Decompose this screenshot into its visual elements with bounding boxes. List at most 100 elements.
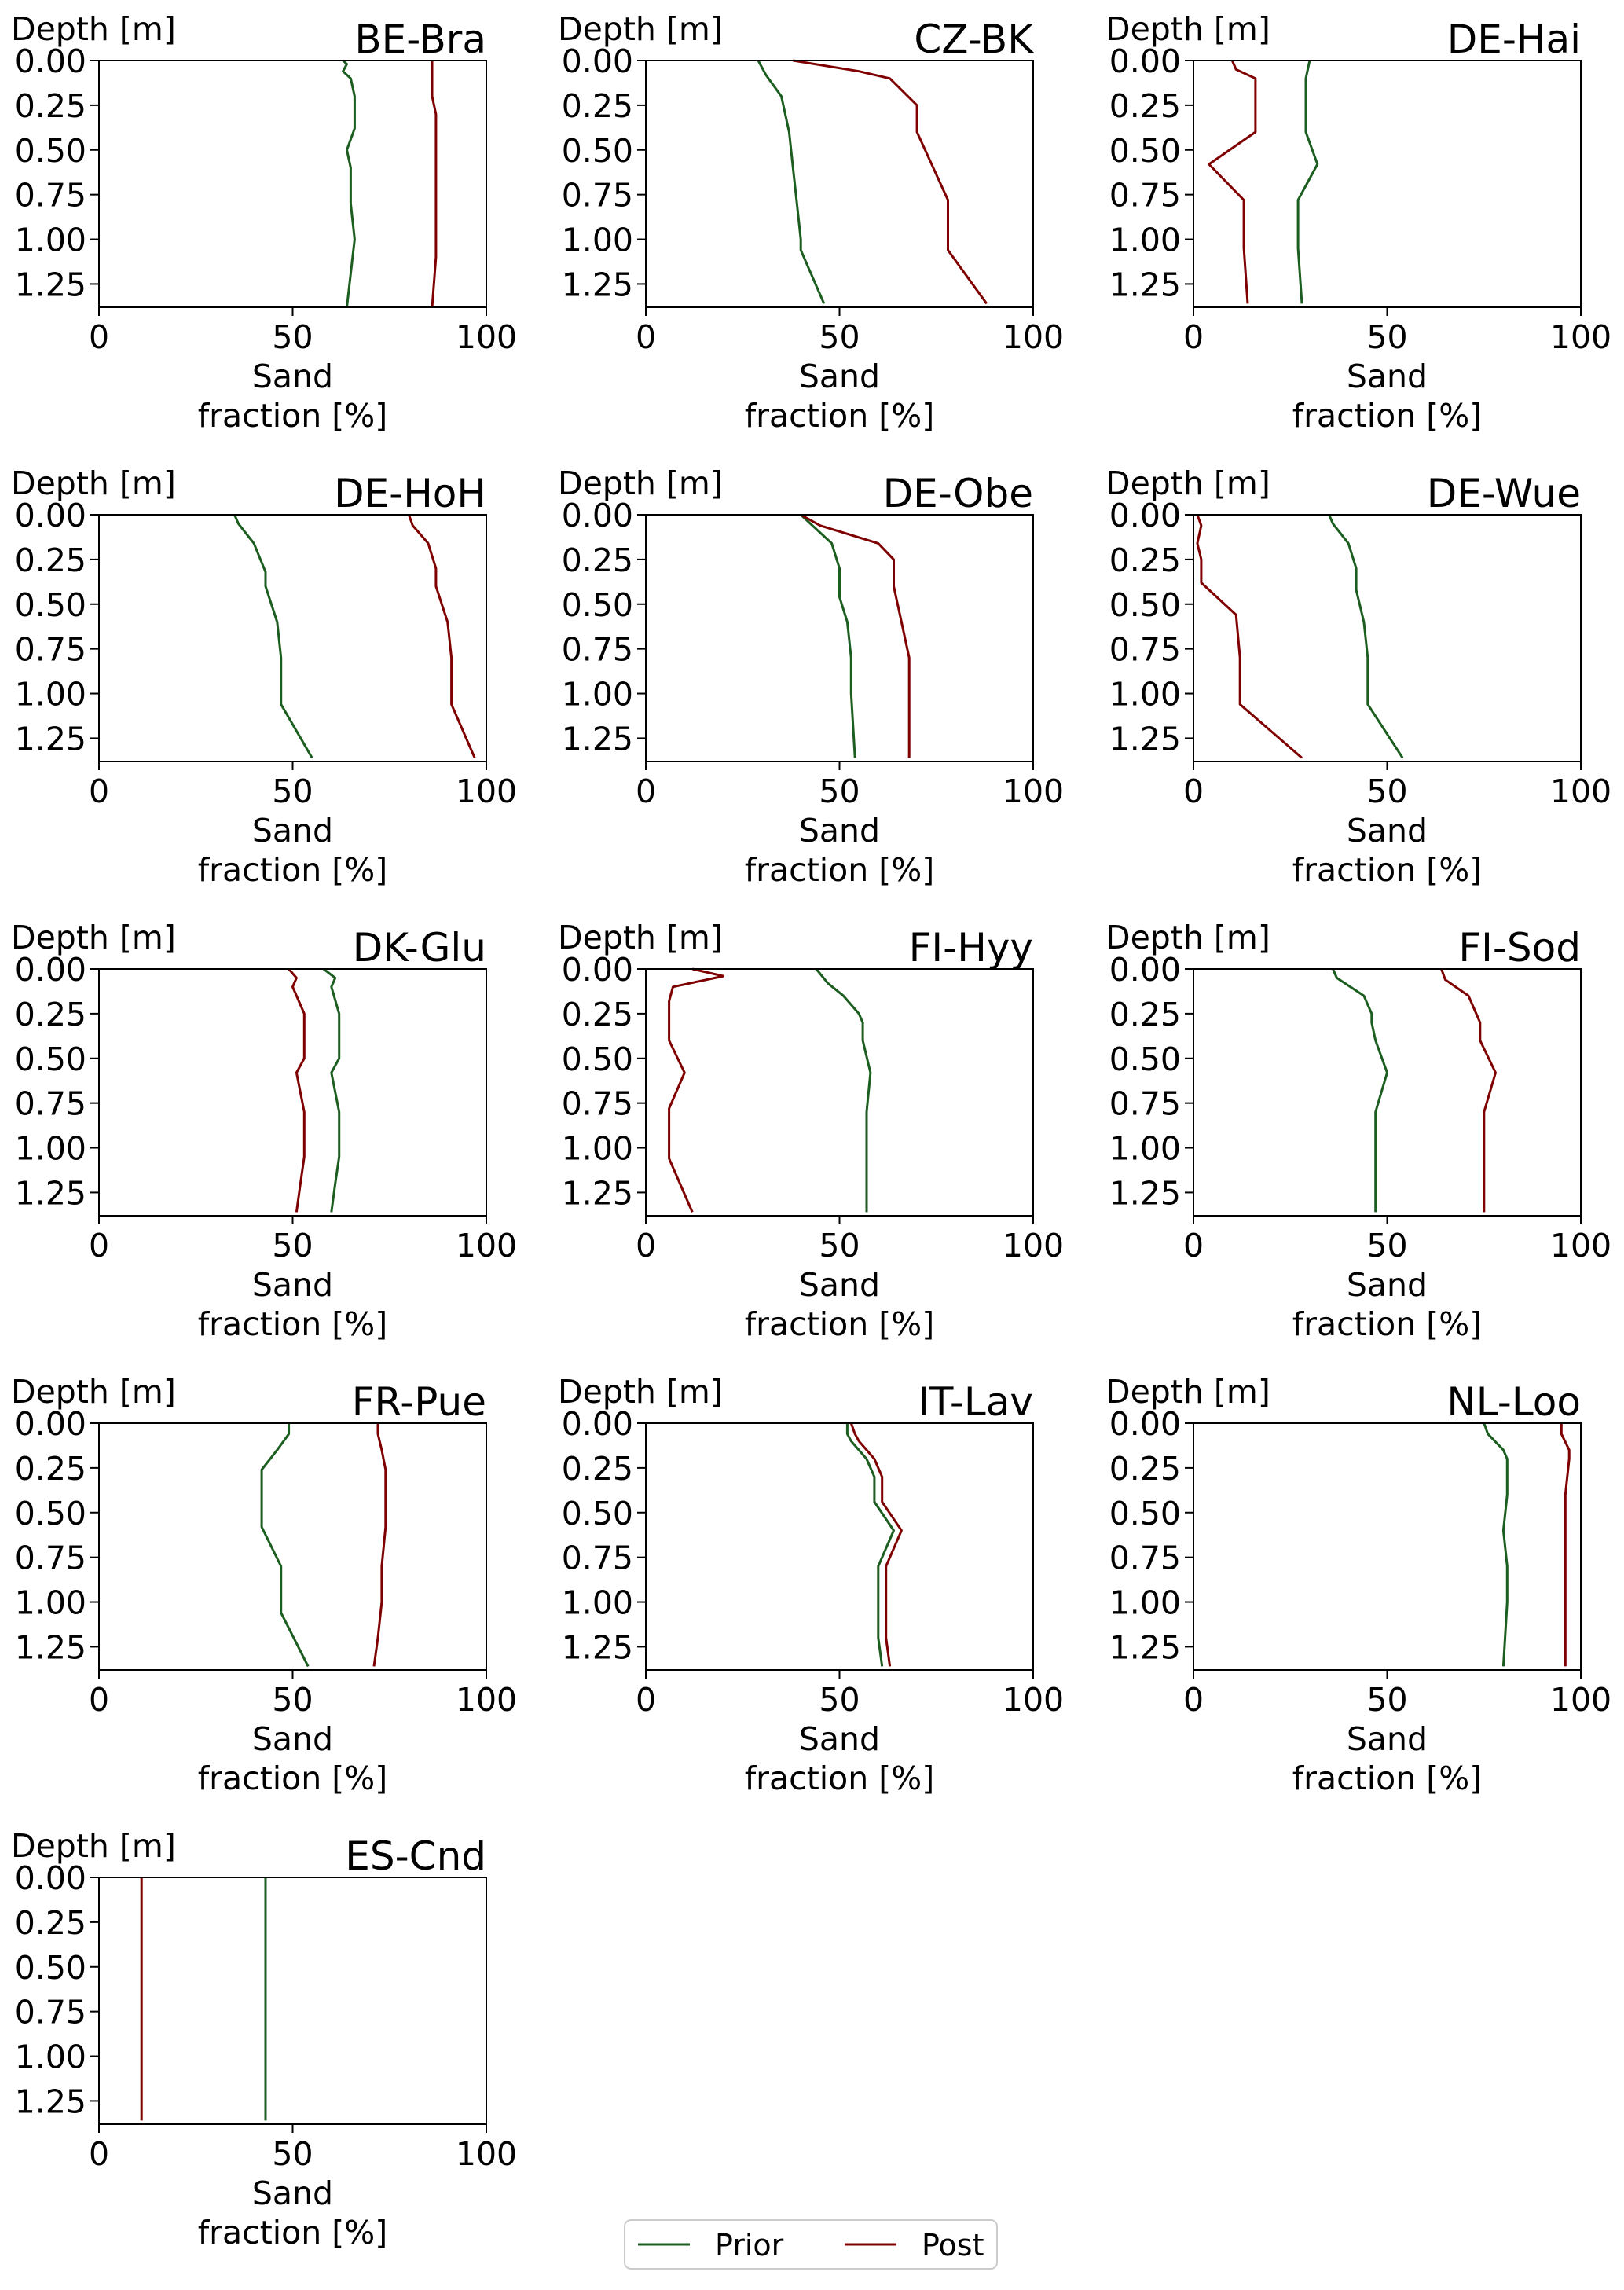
y-tick-label: 1.00 <box>1109 1584 1181 1622</box>
x-tick-label: 0 <box>1183 773 1204 810</box>
plot-frame <box>645 968 1034 1217</box>
y-axis-label: Depth [m] <box>558 919 723 956</box>
y-tick-label: 1.25 <box>1109 720 1181 758</box>
series-line-post <box>793 59 988 305</box>
series-line-post <box>800 513 911 758</box>
x-tick-label: 100 <box>1003 1227 1064 1264</box>
series-line-post <box>288 968 306 1213</box>
y-tick-label: 1.00 <box>562 1130 633 1168</box>
y-tick-label: 0.25 <box>562 996 633 1033</box>
panel-title: DE-HoH <box>334 471 486 516</box>
x-tick-label: 0 <box>636 1681 656 1719</box>
panel-de-wue: DE-Wue Depth [m]0.00 0.25 0.50 0.75 1.00 1.250… <box>1105 464 1611 889</box>
panel-de-hai: DE-Hai Depth [m]0.00 0.25 0.50 0.75 1.00 1.250… <box>1105 10 1611 435</box>
y-tick-label: 0.75 <box>562 1085 633 1123</box>
panel-title: NL-Loo <box>1446 1379 1581 1425</box>
x-tick-label: 100 <box>456 318 517 356</box>
x-axis-label: Sand fraction [%] <box>198 1266 387 1343</box>
y-axis-label: Depth [m] <box>558 1373 723 1411</box>
x-axis-label: Sand fraction [%] <box>745 812 934 889</box>
y-axis-label: Depth [m] <box>11 1827 176 1865</box>
panel-title: BE-Bra <box>354 17 486 62</box>
x-tick-label: 50 <box>819 1227 860 1264</box>
y-tick-label: 1.00 <box>562 222 633 259</box>
x-axis-label: Sand fraction [%] <box>745 358 934 435</box>
x-tick-label: 0 <box>636 773 656 810</box>
y-tick-label: 0.00 <box>562 1405 633 1443</box>
x-tick-label: 100 <box>456 773 517 810</box>
x-axis-label: Sand fraction [%] <box>198 1720 387 1797</box>
panel-title: FR-Pue <box>352 1379 486 1425</box>
y-tick-label: 0.50 <box>15 586 86 624</box>
series-line-post <box>431 61 438 308</box>
y-tick-label: 0.50 <box>1109 132 1181 170</box>
panel-title: DE-Wue <box>1427 471 1581 516</box>
y-tick-label: 0.00 <box>1109 42 1181 80</box>
series-line-prior <box>1332 968 1388 1213</box>
y-tick-label: 0.75 <box>562 1540 633 1577</box>
y-tick-label: 0.50 <box>15 1040 86 1078</box>
series-line-post <box>1440 968 1497 1213</box>
y-tick-label: 0.50 <box>1109 1495 1181 1532</box>
x-axis-label: Sand fraction [%] <box>1292 358 1482 435</box>
y-tick-label: 0.75 <box>562 177 633 215</box>
y-tick-label: 0.25 <box>15 87 86 125</box>
y-tick-label: 0.00 <box>562 42 633 80</box>
y-tick-label: 0.00 <box>1109 951 1181 989</box>
y-tick-label: 1.25 <box>15 1628 86 1666</box>
y-tick-label: 1.25 <box>15 2083 86 2120</box>
series-line-post <box>849 1422 903 1667</box>
x-tick-label: 50 <box>1366 318 1407 356</box>
x-tick-label: 50 <box>819 1681 860 1719</box>
x-axis-label: Sand fraction [%] <box>198 358 387 435</box>
y-axis-label: Depth [m] <box>11 1373 176 1411</box>
x-tick-label: 100 <box>1550 1227 1611 1264</box>
panel-title: ES-Cnd <box>345 1833 486 1879</box>
y-tick-label: 0.75 <box>1109 1085 1181 1123</box>
x-axis-label: Sand fraction [%] <box>745 1720 934 1797</box>
y-axis-label: Depth [m] <box>1105 1373 1270 1411</box>
y-tick-label: 0.50 <box>1109 586 1181 624</box>
x-tick-label: 50 <box>272 1227 313 1264</box>
y-tick-label: 0.50 <box>562 586 633 624</box>
series-line-post <box>668 967 725 1213</box>
x-tick-label: 100 <box>456 2135 517 2173</box>
y-tick-label: 0.25 <box>15 1450 86 1488</box>
y-tick-label: 0.50 <box>15 1495 86 1532</box>
x-tick-label: 100 <box>1550 1681 1611 1719</box>
panel-title: DE-Hai <box>1447 17 1581 62</box>
x-tick-label: 0 <box>89 1681 109 1719</box>
x-axis-label: Sand fraction [%] <box>198 812 387 889</box>
x-tick-label: 0 <box>89 773 109 810</box>
plot-frame <box>98 514 487 762</box>
x-axis-label: Sand fraction [%] <box>198 2174 387 2251</box>
x-tick-label: 50 <box>819 318 860 356</box>
legend-label-prior: Prior <box>715 2228 784 2262</box>
y-tick-label: 0.25 <box>1109 541 1181 579</box>
y-tick-label: 1.00 <box>15 1584 86 1622</box>
panel-nl-loo: NL-Loo Depth [m]0.00 0.25 0.50 0.75 1.00 1.250… <box>1105 1373 1611 1797</box>
y-tick-label: 1.25 <box>562 720 633 758</box>
y-tick-label: 0.25 <box>562 1450 633 1488</box>
plot-frame <box>645 514 1034 762</box>
y-tick-label: 0.00 <box>15 1859 86 1897</box>
y-tick-label: 1.00 <box>1109 676 1181 714</box>
y-tick-label: 1.25 <box>562 266 633 303</box>
series-line-prior <box>757 60 826 304</box>
panel-title: DK-Glu <box>353 925 486 971</box>
y-tick-label: 0.00 <box>15 42 86 80</box>
y-tick-label: 0.75 <box>15 1994 86 2031</box>
series-line-post <box>1208 60 1257 304</box>
series-line-prior <box>815 968 872 1213</box>
series-line-prior <box>800 513 856 758</box>
series-line-prior <box>845 1423 895 1667</box>
series-line-post <box>1560 1423 1571 1667</box>
x-tick-label: 0 <box>1183 1681 1204 1719</box>
y-tick-label: 0.75 <box>1109 1540 1181 1577</box>
x-tick-label: 100 <box>1550 318 1611 356</box>
x-tick-label: 100 <box>1550 773 1611 810</box>
plot-frame <box>98 1422 487 1671</box>
y-axis-label: Depth [m] <box>11 919 176 956</box>
y-tick-label: 1.00 <box>1109 1130 1181 1168</box>
